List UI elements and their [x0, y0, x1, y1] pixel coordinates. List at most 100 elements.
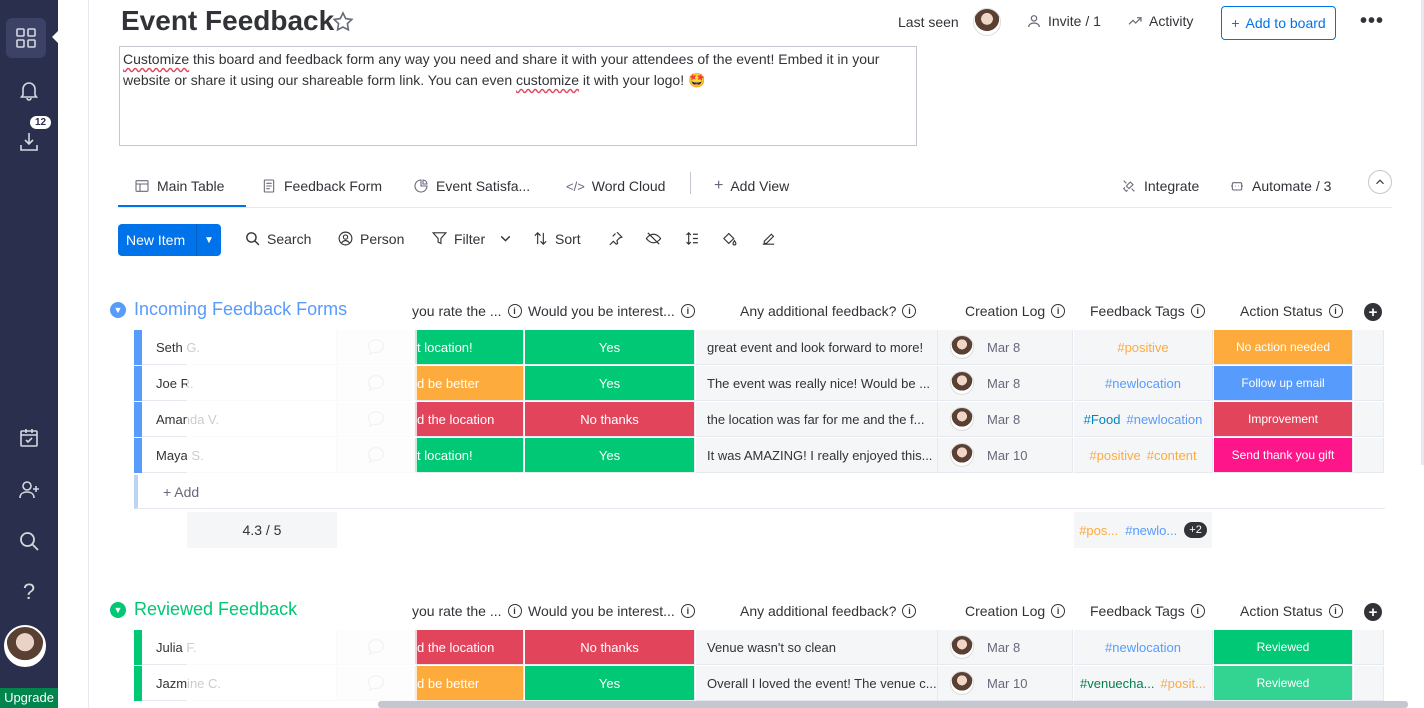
edit-pen-icon[interactable] [760, 230, 777, 247]
action-status-cell[interactable]: Improvement [1214, 402, 1353, 437]
feedback-tags-cell[interactable]: #newlocation [1074, 366, 1213, 401]
feedback-tag[interactable]: #newlocation [1105, 375, 1181, 391]
user-avatar[interactable] [4, 625, 46, 667]
info-icon[interactable]: i [1051, 604, 1066, 618]
tab-main-table[interactable]: Main Table [134, 165, 224, 207]
chevron-up-icon[interactable] [1368, 170, 1392, 194]
automate-button[interactable]: Automate / 3 [1229, 165, 1331, 207]
action-status-cell[interactable]: Reviewed [1214, 666, 1353, 701]
table-row[interactable]: Julia F. d the location No thanks Venue was… [134, 630, 1385, 665]
tab-add-view[interactable]: + Add View [714, 165, 789, 207]
person-filter-button[interactable]: Person [337, 230, 404, 247]
hide-eye-icon[interactable] [645, 230, 662, 247]
more-tags-badge[interactable]: +2 [1184, 522, 1207, 538]
interest-status-cell[interactable]: Yes [525, 666, 695, 701]
bell-icon[interactable] [0, 70, 58, 110]
action-status-cell[interactable]: Send thank you gift [1214, 438, 1353, 473]
invite-button[interactable]: Invite / 1 [1026, 13, 1101, 29]
upgrade-button[interactable]: Upgrade [0, 688, 58, 708]
column-header-action[interactable]: Action Status i [1240, 603, 1343, 619]
creation-log-cell[interactable]: Mar 8 [938, 630, 1073, 665]
feedback-tag[interactable]: #content [1146, 447, 1197, 463]
horizontal-scrollbar[interactable] [378, 701, 1408, 708]
chevron-down-icon[interactable]: ▼ [204, 234, 214, 246]
column-header-rate[interactable]: you rate the ... i [412, 303, 522, 319]
column-header-creation-log[interactable]: Creation Log i [965, 603, 1066, 619]
creation-log-cell[interactable]: Mar 8 [938, 366, 1073, 401]
feedback-tag[interactable]: #newlocation [1126, 411, 1203, 427]
rating-status-cell[interactable]: d be better [415, 366, 524, 401]
calendar-icon[interactable] [0, 418, 58, 458]
additional-feedback-cell[interactable]: great event and look forward to more! [696, 330, 938, 365]
creation-log-cell[interactable]: Mar 10 [938, 438, 1073, 473]
rating-status-cell[interactable]: d the location [415, 630, 524, 665]
feedback-tags-cell[interactable]: #Food #newlocation [1074, 402, 1213, 437]
interest-status-cell[interactable]: Yes [525, 366, 695, 401]
rating-status-cell[interactable]: t location! [415, 438, 524, 473]
pin-icon[interactable] [607, 230, 624, 247]
creation-log-cell[interactable]: Mar 8 [938, 330, 1073, 365]
row-height-icon[interactable] [683, 230, 700, 247]
column-header-additional[interactable]: Any additional feedback? i [740, 603, 917, 619]
help-icon[interactable]: ? [22, 579, 36, 604]
interest-status-cell[interactable]: No thanks [525, 630, 695, 665]
additional-feedback-cell[interactable]: The event was really nice! Would be ... [696, 366, 938, 401]
chevron-down-icon[interactable] [497, 230, 514, 247]
action-status-cell[interactable]: Reviewed [1214, 630, 1353, 665]
column-header-additional[interactable]: Any additional feedback? i [740, 303, 917, 319]
group-header-reviewed[interactable]: ▼ Reviewed Feedback [110, 599, 297, 620]
paint-bucket-icon[interactable] [721, 230, 738, 247]
info-icon[interactable]: i [680, 304, 695, 318]
additional-feedback-cell[interactable]: It was AMAZING! I really enjoyed this... [696, 438, 938, 473]
info-icon[interactable]: i [1328, 604, 1343, 618]
add-to-board-button[interactable]: + Add to board [1221, 6, 1336, 40]
new-item-button[interactable]: New Item ▼ [118, 224, 221, 256]
activity-button[interactable]: Activity [1127, 13, 1193, 29]
add-column-plus-icon[interactable]: + [1364, 303, 1382, 321]
additional-feedback-cell[interactable]: the location was far for me and the f... [696, 402, 938, 437]
filter-button[interactable]: Filter [431, 230, 514, 247]
action-status-cell[interactable]: No action needed [1214, 330, 1353, 365]
tab-event-satisfaction[interactable]: Event Satisfa... [413, 165, 530, 207]
action-status-cell[interactable]: Follow up email [1214, 366, 1353, 401]
column-header-action[interactable]: Action Status i [1240, 303, 1343, 319]
group-collapse-chevron-icon[interactable]: ▼ [110, 301, 126, 318]
sort-button[interactable]: Sort [532, 230, 581, 247]
group-title[interactable]: Reviewed Feedback [134, 599, 298, 619]
column-header-rate[interactable]: you rate the ... i [412, 603, 522, 619]
column-header-tags[interactable]: Feedback Tags i [1090, 603, 1205, 619]
feedback-tags-cell[interactable]: #positive [1074, 330, 1213, 365]
additional-feedback-cell[interactable]: Venue wasn't so clean [696, 630, 938, 665]
rating-status-cell[interactable]: t location! [415, 330, 524, 365]
creation-log-cell[interactable]: Mar 8 [938, 402, 1073, 437]
group-header-incoming[interactable]: ▼ Incoming Feedback Forms [110, 299, 347, 320]
column-header-tags[interactable]: Feedback Tags i [1090, 303, 1205, 319]
info-icon[interactable]: i [507, 604, 522, 618]
table-row[interactable]: Joe R. d be better Yes The event was really… [134, 366, 1385, 401]
board-title[interactable]: Event Feedback [121, 5, 335, 36]
feedback-tag[interactable]: #newlocation [1105, 639, 1181, 655]
additional-feedback-cell[interactable]: Overall I loved the event! The venue c..… [696, 666, 938, 701]
info-icon[interactable]: i [1051, 304, 1066, 318]
info-icon[interactable]: i [902, 304, 917, 318]
feedback-tags-cell[interactable]: #positive #content [1074, 438, 1213, 473]
column-header-creation-log[interactable]: Creation Log i [965, 303, 1066, 319]
rating-status-cell[interactable]: d be better [415, 666, 524, 701]
info-icon[interactable]: i [680, 604, 695, 618]
feedback-tags-cell[interactable]: #venuecha... #posit... [1074, 666, 1213, 701]
feedback-tag[interactable]: #posit... [1160, 675, 1206, 691]
integrate-button[interactable]: Integrate [1121, 165, 1199, 207]
tab-word-cloud[interactable]: </> Word Cloud [566, 165, 665, 207]
feedback-tag[interactable]: #positive [1117, 339, 1169, 355]
inbox-download-icon[interactable] [0, 122, 58, 162]
info-icon[interactable]: i [1190, 604, 1205, 618]
column-header-interest[interactable]: Would you be interest... i [528, 603, 695, 619]
board-description[interactable]: Customize this board and feedback form a… [119, 46, 917, 146]
apps-grid-icon[interactable] [6, 18, 46, 58]
feedback-tag[interactable]: #positive [1089, 447, 1141, 463]
column-header-interest[interactable]: Would you be interest... i [528, 303, 695, 319]
add-column-plus-icon[interactable]: + [1364, 603, 1382, 621]
tab-feedback-form[interactable]: Feedback Form [261, 165, 382, 207]
search-icon[interactable] [0, 521, 58, 561]
info-icon[interactable]: i [1190, 304, 1205, 318]
